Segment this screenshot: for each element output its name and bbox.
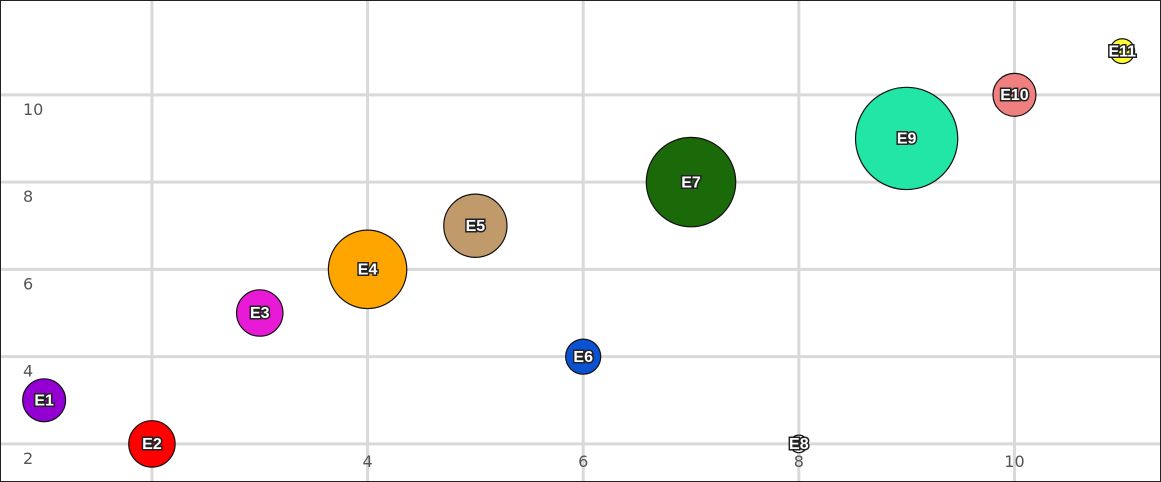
bubble-label: E10 (1000, 87, 1029, 104)
x-tick-label: 4 (362, 452, 372, 471)
x-tick-label: 6 (578, 452, 588, 471)
bubble-e5 (443, 193, 508, 258)
x-tick-label: 10 (1004, 452, 1024, 471)
bubble-e6 (565, 338, 602, 375)
bubble-e1 (22, 378, 67, 423)
y-tick-label: 8 (23, 187, 33, 206)
bubble-e9 (854, 86, 959, 191)
y-tick-label: 2 (23, 449, 33, 468)
bubble-e11 (1109, 38, 1136, 65)
bubble-label: E3 (250, 305, 270, 322)
x-tick-label: 8 (794, 452, 804, 471)
y-tick-label: 10 (23, 100, 43, 119)
bubble-e10 (992, 72, 1037, 117)
bubbles: E1 E2 E3 E4 E5 E6 E7 E8 E9 E10 E11 (22, 38, 1138, 468)
y-tick-label: 4 (23, 362, 33, 381)
y-tick-label: 6 (23, 274, 33, 293)
bubble-label: E2 (142, 436, 162, 453)
bubble-label: E6 (573, 349, 593, 366)
bubble-e3 (235, 289, 284, 337)
bubble-label: E11 (1108, 43, 1136, 60)
bubble-e8 (789, 434, 809, 454)
bubble-label: E8 (789, 436, 809, 453)
bubble-label: E7 (681, 174, 701, 191)
bubble-label: E4 (358, 262, 378, 279)
bubble-label: E5 (466, 218, 486, 235)
bubble-label: E9 (897, 131, 917, 148)
bubble-e7 (645, 136, 737, 228)
bubble-e4 (327, 229, 408, 310)
bubble-e2 (128, 420, 176, 468)
bubble-label: E1 (34, 392, 54, 409)
